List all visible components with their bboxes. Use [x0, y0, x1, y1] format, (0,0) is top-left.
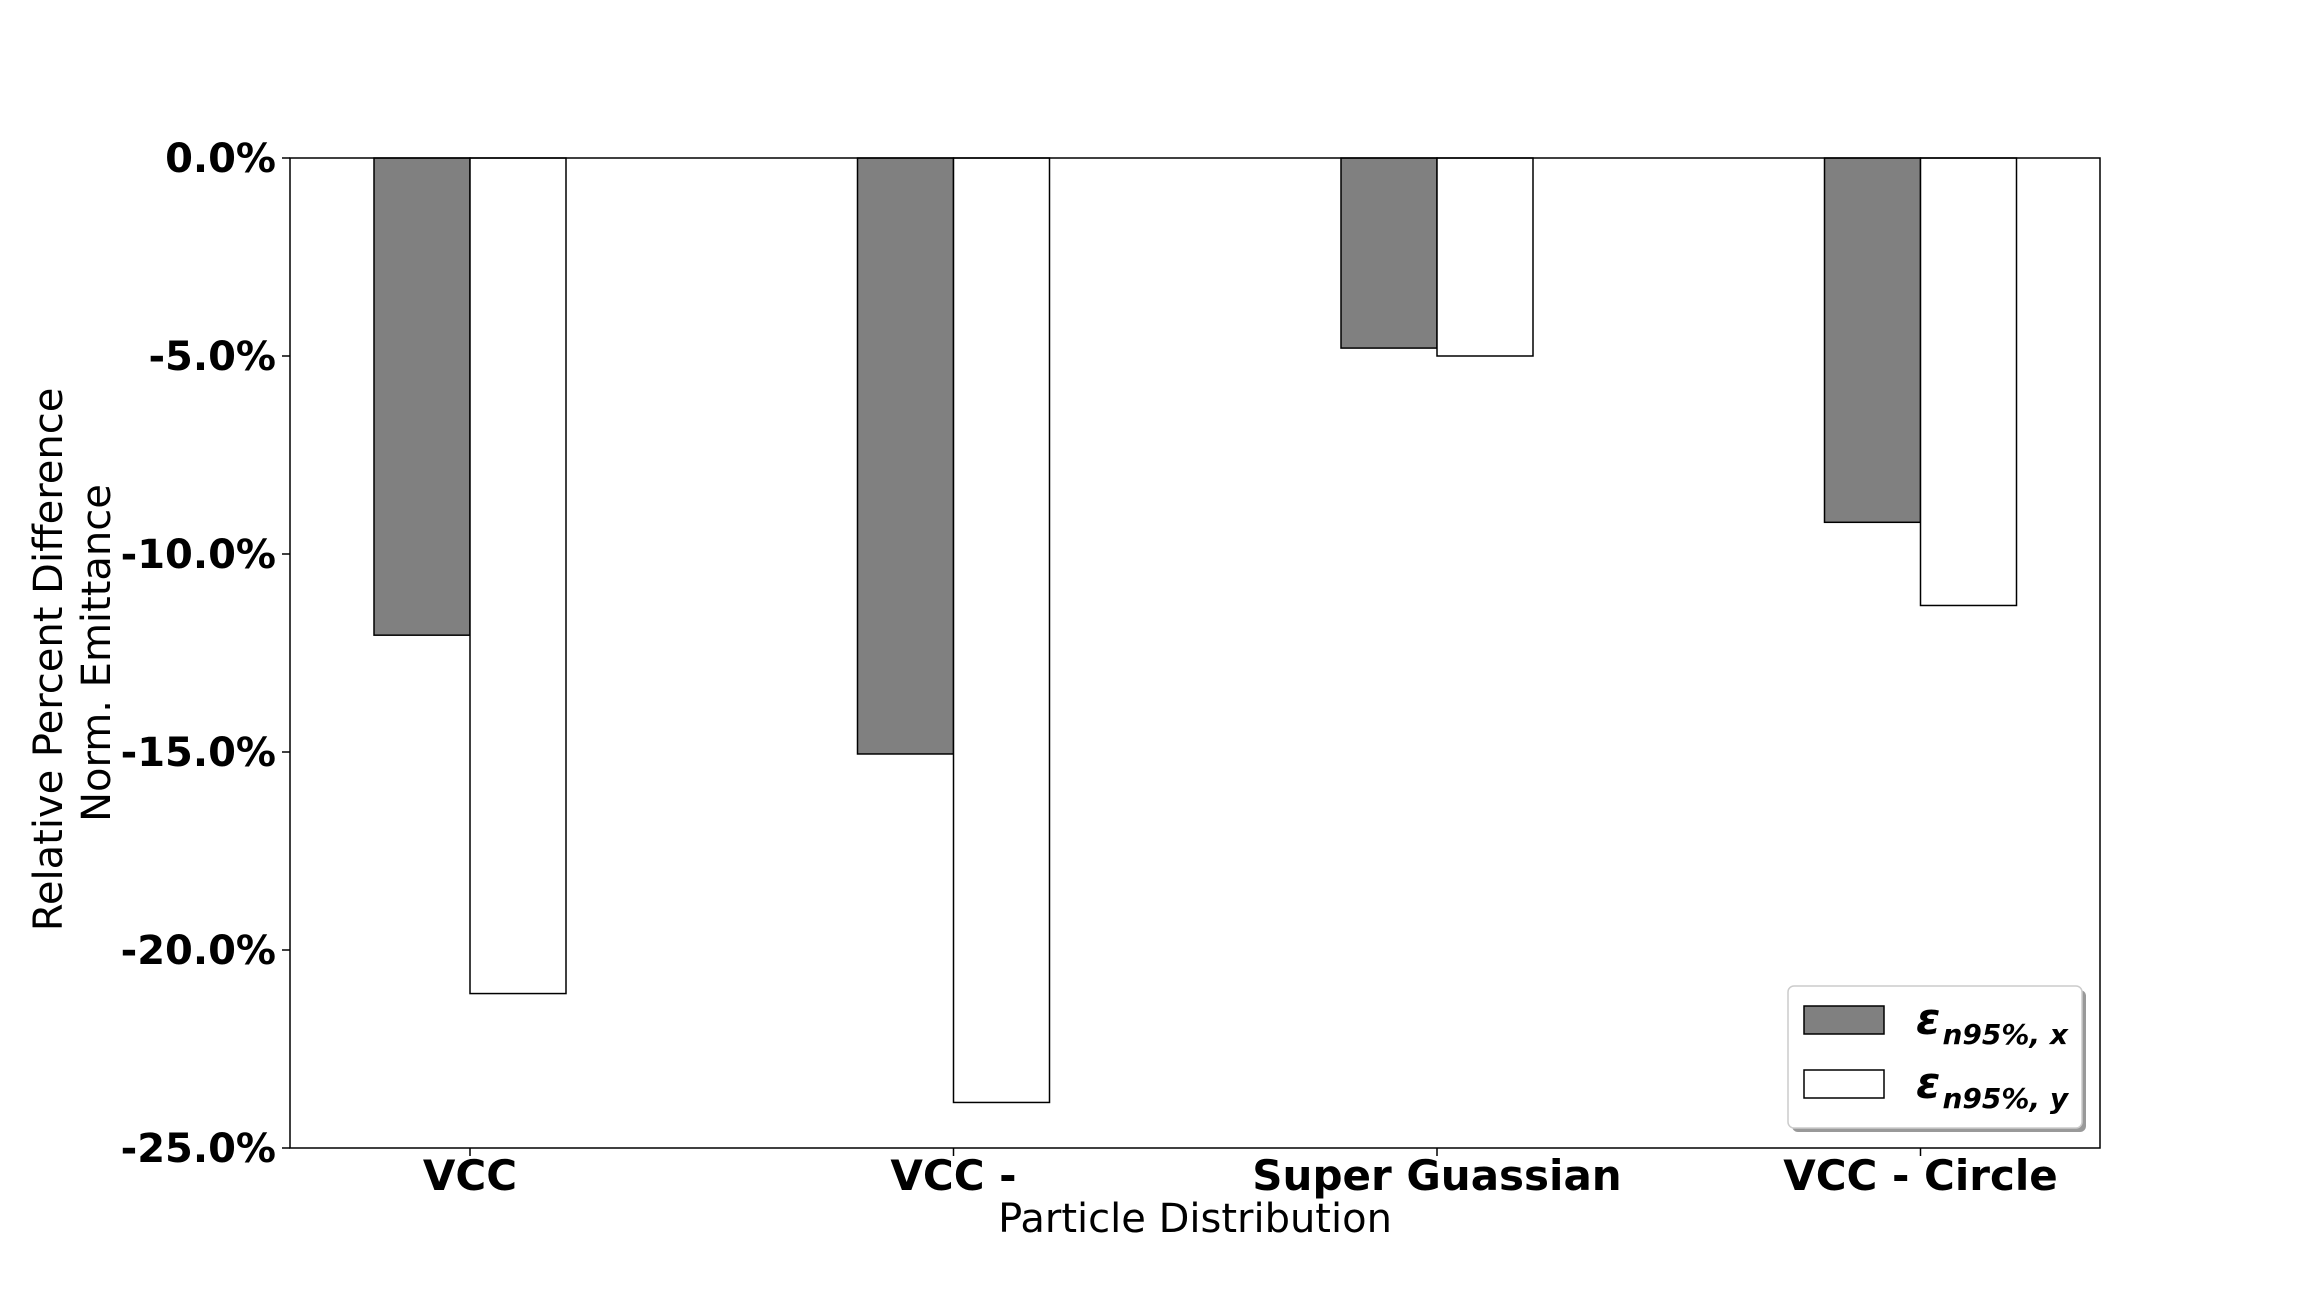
plot-frame	[289, 157, 2101, 1149]
bar-series-1-vcc	[373, 157, 471, 636]
y-tick-label: -5.0%	[148, 334, 276, 380]
bar-series-2-vcc	[469, 157, 567, 995]
x-tick-label: VCC	[423, 1151, 517, 1200]
y-tick-label: -10.0%	[121, 532, 276, 578]
x-tick-label: Super Guassian	[1252, 1151, 1621, 1200]
y-tick-label: 0.0%	[165, 136, 276, 182]
y-tick-label: -25.0%	[121, 1126, 276, 1172]
y-tick-label: -15.0%	[121, 730, 276, 776]
bar-series-2-super-guassian	[1436, 157, 1534, 357]
y-tick-label: -20.0%	[121, 928, 276, 974]
y-axis-label-line-2: Norm. Emittance	[74, 484, 120, 822]
legend-symbol: ε	[1916, 1058, 1941, 1109]
legend-swatch-2	[1803, 1069, 1885, 1099]
legend-label-1: εn95%, x	[1916, 994, 2069, 1051]
legend-label-2: εn95%, y	[1916, 1058, 2070, 1115]
y-axis-ticks: 0.0% -5.0% -10.0% -15.0% -20.0% -25.0%	[121, 136, 290, 1172]
y-axis-label-line-1: Relative Percent Difference	[26, 388, 72, 931]
x-axis-ticks: VCC VCC - Super Guassian VCC - Circle	[423, 1148, 2058, 1200]
bar-series-2-vcc	[952, 157, 1051, 1104]
bar-series-1-vcc	[856, 157, 955, 755]
legend-subscript: n95%, y	[1943, 1082, 2070, 1115]
bar-series-1-vcc-circle	[1823, 157, 1922, 524]
legend-subscript: n95%, x	[1943, 1018, 2069, 1051]
bars-group	[373, 157, 2018, 1104]
bar-series-1-super-guassian	[1340, 157, 1438, 349]
legend-swatch-1	[1803, 1005, 1885, 1035]
legend-symbol: ε	[1916, 994, 1941, 1045]
x-tick-label: VCC -	[890, 1151, 1016, 1200]
y-axis-label: Relative Percent Difference Norm. Emitta…	[26, 375, 120, 931]
bar-series-2-vcc-circle	[1919, 157, 2018, 607]
x-tick-label: VCC - Circle	[1783, 1151, 2058, 1200]
x-axis-label: Particle Distribution	[998, 1196, 1392, 1242]
